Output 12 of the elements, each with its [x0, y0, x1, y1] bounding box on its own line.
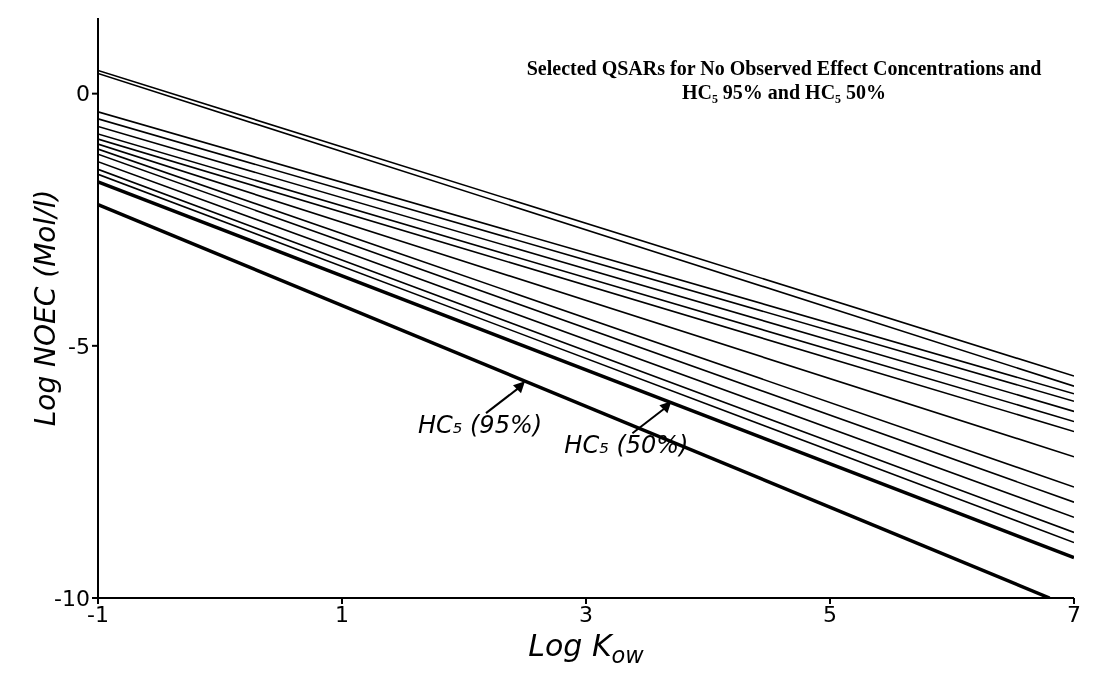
y-tick-label: -10 — [54, 585, 90, 611]
x-axis-title: Log K$_{ow}$ — [528, 628, 645, 668]
x-tick-label: 5 — [823, 601, 837, 627]
x-tick-label: 1 — [335, 601, 349, 627]
text: Selected QSARs for No Observed Effect Concentrations and HC₅ 95% and HC₅ 50% — [525, 56, 1043, 104]
x-tick-label: 7 — [1067, 601, 1081, 627]
y-tick-label: 0 — [76, 81, 90, 107]
x-tick-label: -1 — [87, 601, 109, 627]
x-tick-label: 3 — [579, 601, 593, 627]
y-axis-title: Log NOEC (Mol/l) — [28, 189, 62, 427]
y-tick-label: -5 — [68, 333, 90, 359]
annotation: HC₅ (95%) — [417, 411, 543, 440]
